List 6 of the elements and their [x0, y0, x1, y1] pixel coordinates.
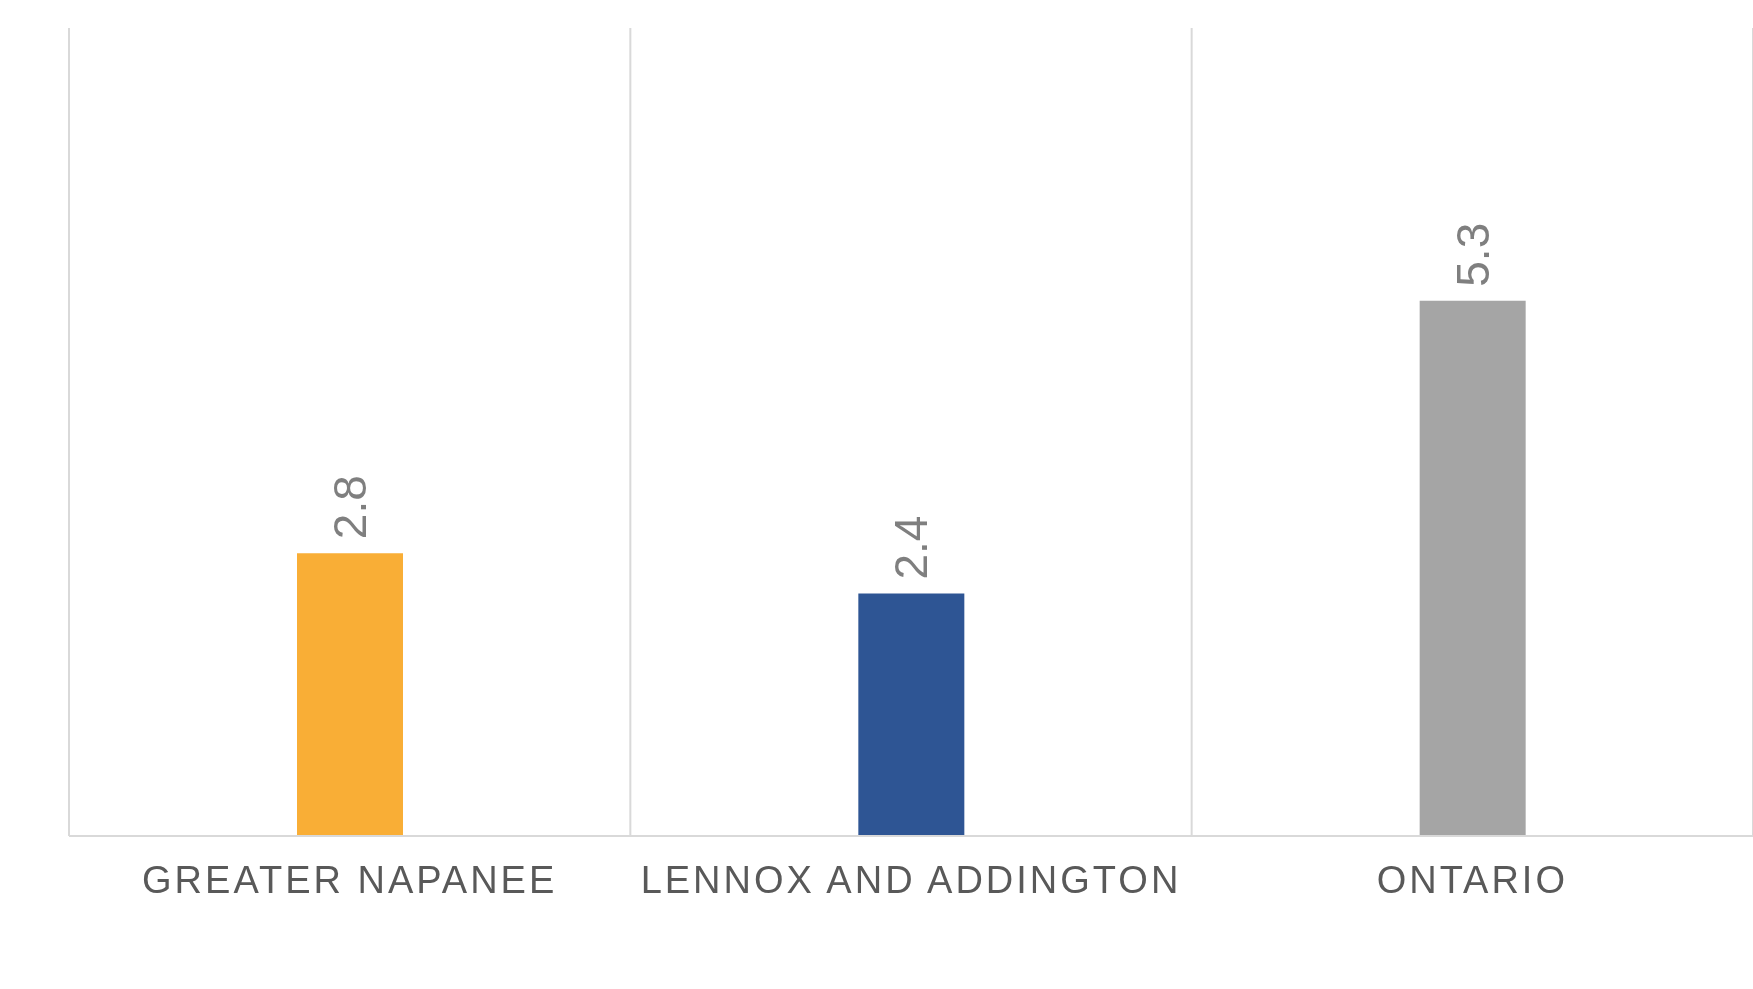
x-tick-label: GREATER NAPANEE — [142, 858, 558, 901]
x-tick-label: LENNOX AND ADDINGTON — [640, 858, 1182, 901]
data-label: 2.8 — [324, 475, 376, 540]
data-label: 5.3 — [1446, 222, 1499, 287]
data-label: 2.4 — [885, 515, 938, 580]
x-tick-label: ONTARIO — [1376, 858, 1568, 901]
